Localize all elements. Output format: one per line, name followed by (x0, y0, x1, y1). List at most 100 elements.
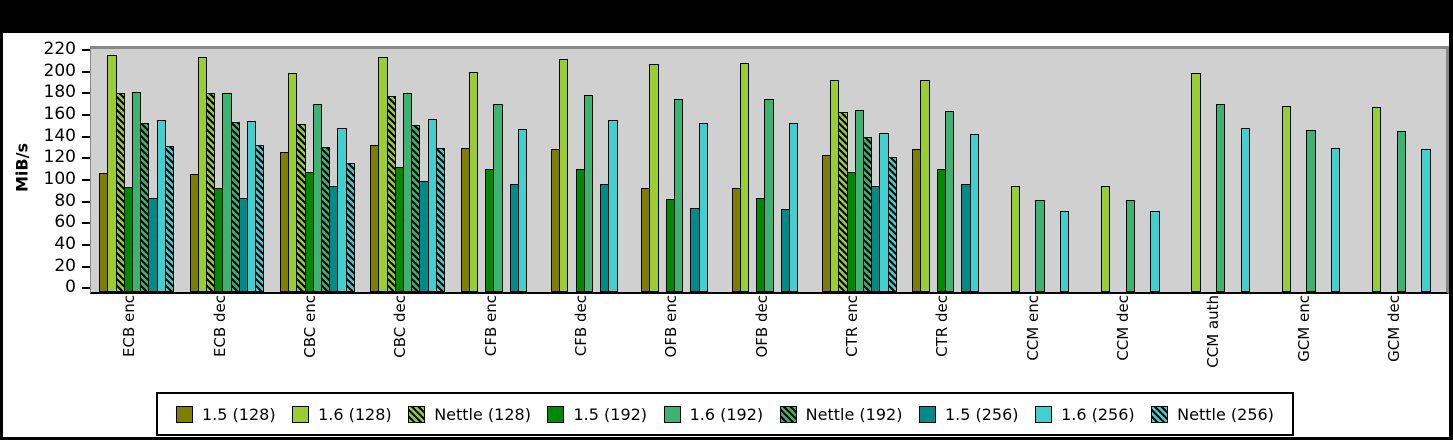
bar (164, 145, 175, 292)
legend-label: 1.6 (192) (689, 404, 764, 424)
legend-item: 1.5 (128) (176, 405, 276, 424)
x-axis-label: CBC enc (300, 295, 319, 358)
bar (674, 99, 684, 292)
legend-swatch (408, 405, 426, 423)
legend-swatch (1035, 405, 1053, 423)
y-tick-label: 60 (54, 212, 76, 233)
y-tick-label: 40 (54, 233, 76, 254)
x-axis-label: CTR enc (842, 295, 861, 357)
bar (1281, 105, 1291, 292)
y-tick-mark (82, 179, 90, 182)
x-axis-label: OFB enc (662, 295, 681, 358)
bar (1331, 148, 1341, 292)
y-tick-label: 180 (43, 82, 76, 103)
y-tick-mark (82, 243, 90, 246)
legend-swatch (547, 405, 565, 423)
legend-item: 1.5 (192) (547, 405, 647, 424)
legend: 1.5 (128) 1.6 (128) Nettle (128) 1.5 (192) 1… (156, 392, 1294, 436)
y-tick-mark (82, 70, 90, 73)
y-tick-label: 100 (43, 169, 76, 190)
legend-label: 1.5 (128) (202, 404, 276, 424)
y-axis-title: MiB/s (12, 143, 32, 192)
bar (493, 103, 503, 292)
legend-label: 1.6 (128) (318, 404, 392, 424)
bar (764, 99, 774, 292)
y-tick-mark (82, 200, 90, 203)
bar (559, 59, 569, 292)
y-tick-mark (82, 135, 90, 138)
legend-label: 1.6 (256) (1061, 404, 1135, 424)
bar (1150, 210, 1160, 292)
legend-item: 1.6 (192) (663, 404, 764, 424)
legend-item: Nettle (192) (779, 404, 903, 424)
x-axis-label: CCM dec (1113, 295, 1132, 361)
bar (608, 119, 618, 292)
legend-item: 1.6 (128) (292, 405, 392, 424)
bar (789, 123, 799, 292)
bar (739, 62, 749, 292)
bar (649, 63, 659, 292)
bar (698, 123, 708, 292)
legend-item: Nettle (128) (408, 405, 531, 424)
bar (345, 163, 355, 292)
legend-label: Nettle (192) (805, 404, 903, 424)
legend-swatch (918, 405, 936, 423)
bar (1240, 127, 1250, 292)
bar (945, 111, 955, 292)
bar (1101, 185, 1111, 292)
legend-label: 1.5 (192) (573, 404, 648, 424)
x-axis-label: GCM enc (1294, 295, 1313, 362)
legend-label: Nettle (128) (434, 404, 531, 424)
legend-item: 1.6 (256) (1035, 405, 1135, 424)
bar (920, 79, 930, 292)
bar (1035, 200, 1045, 292)
x-axis-label: CFB enc (481, 295, 500, 357)
x-axis-label: CCM auth (1204, 295, 1223, 368)
legend-item: Nettle (256) (1151, 405, 1274, 424)
bar (1396, 130, 1406, 292)
bar (1191, 73, 1201, 292)
legend-swatch (292, 405, 310, 423)
x-axis-label: CCM enc (1023, 295, 1042, 361)
y-tick-mark (82, 49, 90, 52)
legend-item: 1.5 (256) (918, 404, 1019, 424)
y-tick-label: 20 (54, 255, 76, 276)
x-axis-label: CFB dec (571, 295, 590, 357)
y-tick-label: 200 (43, 60, 76, 81)
bar (1372, 107, 1382, 292)
x-axis-label: ECB enc (120, 295, 139, 357)
legend-swatch (779, 405, 797, 423)
y-tick-mark (82, 265, 90, 268)
bar (255, 144, 265, 292)
bar (887, 156, 897, 292)
legend-swatch (176, 405, 193, 423)
y-tick-mark (82, 157, 90, 160)
y-tick-label: 0 (65, 277, 76, 298)
x-axis-label: CTR dec (933, 295, 952, 357)
y-tick-label: 160 (43, 104, 76, 125)
x-axis-label: CBC dec (391, 295, 410, 358)
bar (969, 134, 979, 292)
bar (518, 128, 528, 292)
legend-label: 1.5 (256) (944, 404, 1019, 424)
y-tick-mark (82, 92, 90, 95)
bar (583, 95, 593, 292)
legend-swatch (1151, 405, 1169, 423)
y-tick-mark (82, 287, 90, 290)
y-tick-label: 120 (43, 147, 76, 168)
bar (1125, 200, 1135, 292)
y-tick-label: 140 (43, 125, 76, 146)
y-tick-mark (82, 114, 90, 117)
bar (1010, 185, 1020, 292)
bar (1060, 210, 1070, 292)
y-tick-label: 220 (43, 39, 76, 60)
bar (1306, 129, 1316, 292)
x-axis-label: ECB dec (210, 295, 229, 358)
x-axis-label: OFB dec (752, 295, 771, 358)
legend-swatch (663, 405, 681, 423)
x-axis-label: GCM dec (1384, 295, 1403, 362)
bar (468, 72, 478, 292)
bar (1216, 103, 1226, 292)
y-tick-mark (82, 222, 90, 225)
